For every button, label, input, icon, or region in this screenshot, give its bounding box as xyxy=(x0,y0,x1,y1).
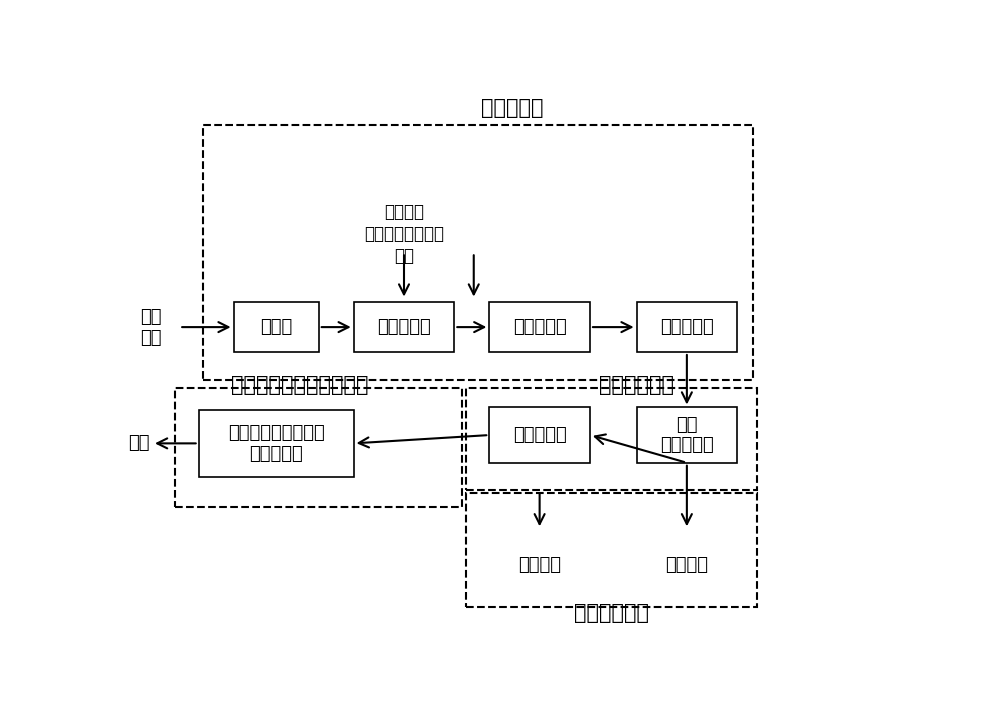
Bar xyxy=(489,302,590,352)
Bar xyxy=(466,388,757,490)
Bar xyxy=(489,408,590,463)
Text: 调节池: 调节池 xyxy=(260,318,292,336)
Text: 预处理单元: 预处理单元 xyxy=(481,99,544,119)
Text: 厌氧处理单元: 厌氧处理单元 xyxy=(599,375,674,395)
Text: 混凝沉淀池: 混凝沉淀池 xyxy=(513,318,566,336)
Text: 多孔材料: 多孔材料 xyxy=(384,203,424,221)
Bar xyxy=(354,302,454,352)
Text: 高效脱氮深度处理一
体化反应器: 高效脱氮深度处理一 体化反应器 xyxy=(228,424,324,463)
Text: 工业
污水: 工业 污水 xyxy=(140,308,161,347)
Text: 出水: 出水 xyxy=(128,434,150,452)
Text: 高效
厌氧反应器: 高效 厌氧反应器 xyxy=(660,416,714,454)
Text: 资源回收单元: 资源回收单元 xyxy=(574,603,649,623)
Text: 好氧脱氮及深度处理单元: 好氧脱氮及深度处理单元 xyxy=(231,375,368,395)
Text: 沼气回收: 沼气回收 xyxy=(665,557,708,574)
Bar xyxy=(466,493,757,607)
Text: 高级氧化池: 高级氧化池 xyxy=(377,318,431,336)
Bar xyxy=(637,302,737,352)
Bar xyxy=(202,125,753,380)
Text: 沼液浓缩池: 沼液浓缩池 xyxy=(513,426,566,444)
Text: 水解酸化池: 水解酸化池 xyxy=(660,318,714,336)
Bar xyxy=(199,410,354,477)
Bar xyxy=(175,388,462,507)
Text: 金属: 金属 xyxy=(394,247,414,265)
Text: 负载过渡过硫酸盐: 负载过渡过硫酸盐 xyxy=(364,225,444,243)
Bar xyxy=(637,408,737,463)
Text: 沼液回收: 沼液回收 xyxy=(518,557,561,574)
Bar xyxy=(234,302,319,352)
